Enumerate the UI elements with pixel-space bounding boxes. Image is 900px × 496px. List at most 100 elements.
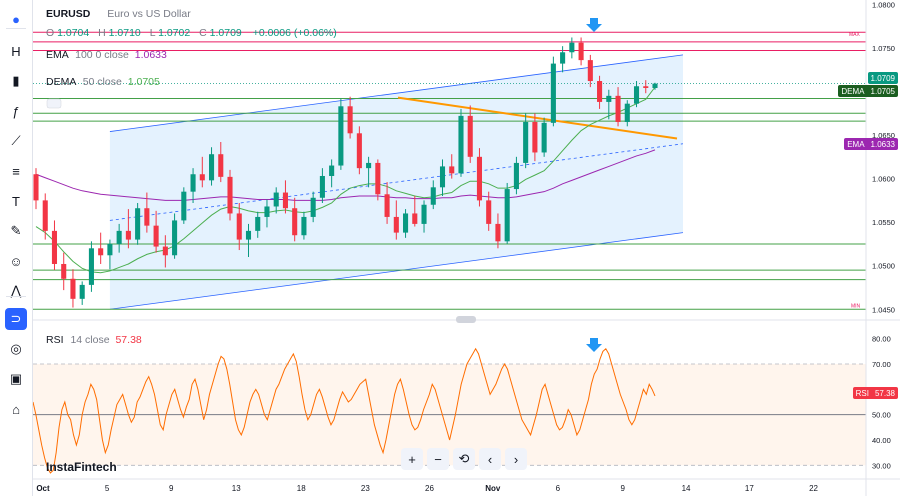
pattern-icon[interactable]: ⋀ [10, 283, 22, 298]
candle[interactable] [227, 169, 233, 221]
candle[interactable] [51, 220, 58, 271]
symbol-name[interactable]: EURUSD [46, 8, 91, 20]
candle[interactable] [495, 213, 501, 249]
scroll-left-button[interactable]: ‹ [479, 448, 501, 470]
candle[interactable] [458, 108, 464, 177]
arrow-down-icon[interactable] [586, 338, 602, 352]
collapse-chevron-icon[interactable] [46, 98, 62, 109]
candle[interactable] [255, 211, 261, 238]
zoom-in-button[interactable]: + [401, 448, 423, 470]
fib-icon[interactable]: ≡ [12, 163, 20, 179]
candle[interactable] [162, 235, 168, 268]
emoji-icon[interactable]: ☺ [9, 253, 23, 269]
candle[interactable] [347, 96, 353, 139]
rsi-line[interactable] [32, 347, 656, 474]
channel-upper-line[interactable] [109, 54, 684, 132]
magnet-icon[interactable]: ⊃ [5, 308, 27, 330]
candle[interactable] [107, 239, 113, 270]
candle[interactable] [319, 168, 325, 203]
candle[interactable] [98, 232, 104, 264]
fx-icon[interactable]: ƒ [12, 103, 20, 119]
candle[interactable] [541, 117, 547, 157]
ema-legend[interactable]: EMA 100 0 close 1.0633 [46, 49, 167, 61]
text-h-icon[interactable]: H [11, 43, 21, 59]
scroll-right-button[interactable]: › [505, 448, 527, 470]
arrow-down-icon[interactable] [586, 18, 602, 32]
candle[interactable] [329, 159, 335, 188]
trendline[interactable] [397, 96, 678, 140]
candle[interactable] [384, 182, 390, 224]
candle[interactable] [393, 200, 399, 240]
rsi-legend[interactable]: RSI 14 close 57.38 [46, 334, 142, 346]
candle[interactable] [273, 187, 279, 214]
channel-middle-line[interactable] [109, 143, 684, 221]
candle[interactable] [61, 252, 67, 291]
candle[interactable] [421, 200, 427, 233]
candle[interactable] [125, 209, 131, 249]
candle[interactable] [172, 213, 178, 259]
candle[interactable] [504, 182, 510, 244]
candle[interactable] [79, 281, 85, 305]
candle[interactable] [467, 105, 473, 163]
candle[interactable] [624, 100, 630, 127]
candle[interactable] [292, 197, 298, 242]
candle[interactable] [264, 199, 270, 228]
candle[interactable] [403, 209, 409, 238]
candle[interactable] [236, 202, 242, 251]
candle[interactable] [135, 202, 141, 245]
lock-icon[interactable]: ▣ [9, 371, 23, 386]
candle[interactable] [513, 156, 519, 195]
candle[interactable] [606, 89, 612, 120]
zoom-out-button[interactable]: − [427, 448, 449, 470]
candle[interactable] [245, 223, 252, 258]
brush-icon[interactable]: ✎ [10, 223, 22, 238]
channel-lower-line[interactable] [109, 232, 684, 310]
candle[interactable] [144, 192, 150, 233]
candle[interactable] [199, 156, 205, 188]
candle[interactable] [412, 196, 418, 227]
candle[interactable] [190, 168, 196, 203]
trash-icon[interactable]: ⌂ [12, 401, 20, 417]
candle[interactable] [181, 187, 187, 224]
candle[interactable] [569, 37, 575, 59]
candle[interactable] [439, 159, 446, 197]
candle[interactable] [597, 75, 603, 109]
candle[interactable] [218, 142, 224, 183]
candle[interactable] [208, 147, 215, 186]
candle[interactable] [486, 191, 492, 231]
candle[interactable] [550, 56, 556, 127]
main-price-pane[interactable]: MAX MIN [33, 18, 866, 310]
candle[interactable] [633, 81, 640, 108]
ema-line[interactable] [35, 149, 656, 201]
candle[interactable] [116, 223, 122, 253]
line-tool-icon[interactable]: ⟋ [11, 133, 21, 148]
candle[interactable] [523, 113, 529, 169]
candle[interactable] [356, 126, 362, 175]
candle[interactable] [430, 180, 436, 210]
candle[interactable] [587, 54, 593, 88]
dema-line[interactable] [35, 86, 656, 274]
pane-resize-handle[interactable] [456, 316, 476, 323]
candle[interactable] [652, 82, 658, 90]
logo-icon[interactable]: ● [12, 11, 20, 27]
reset-chart-button[interactable]: ⟲ [453, 448, 475, 470]
candle[interactable] [70, 269, 76, 308]
candle[interactable] [310, 191, 316, 223]
candle[interactable] [42, 193, 48, 240]
candle[interactable] [449, 154, 455, 179]
candle[interactable] [615, 87, 621, 127]
candle[interactable] [532, 113, 538, 162]
dema-legend[interactable]: DEMA 50 close 1.0705 [46, 76, 160, 88]
candle[interactable] [578, 37, 584, 66]
eye-icon[interactable]: ◎ [10, 341, 22, 356]
text-icon[interactable]: T [12, 193, 20, 209]
candle[interactable] [375, 159, 381, 201]
candle[interactable] [476, 148, 483, 207]
candle[interactable] [366, 156, 372, 188]
candle[interactable] [33, 168, 39, 210]
candle[interactable] [153, 210, 159, 253]
bars-icon[interactable]: ▮ [12, 73, 20, 88]
candle[interactable] [338, 98, 344, 170]
candle[interactable] [560, 46, 566, 73]
